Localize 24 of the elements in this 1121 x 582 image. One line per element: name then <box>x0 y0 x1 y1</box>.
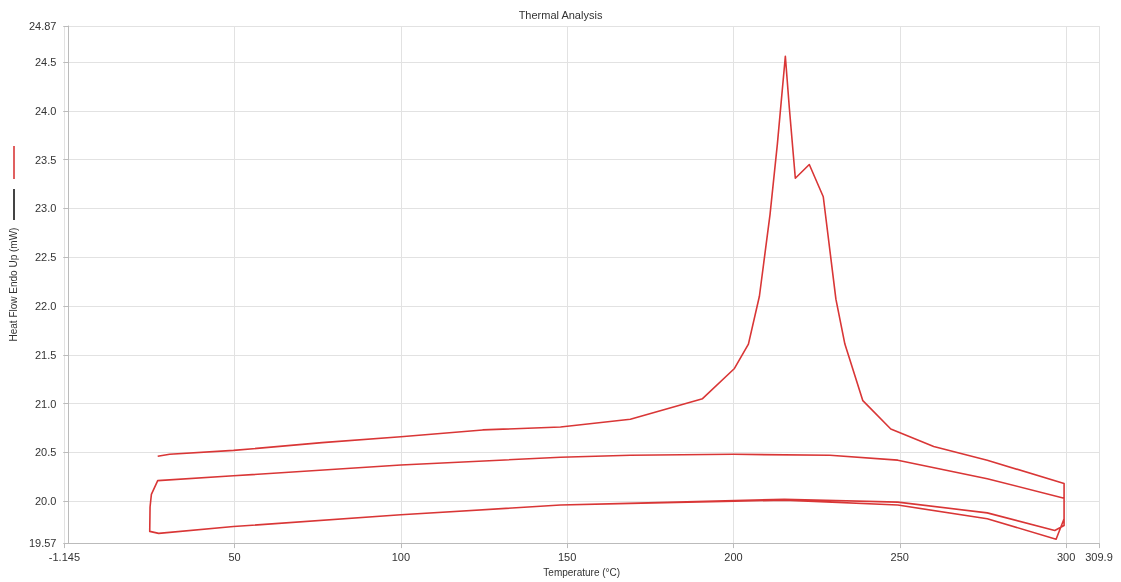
x-tick-label: 200 <box>724 550 743 563</box>
x-tick-label: 309.9 <box>1085 550 1113 563</box>
y-tick-label: 24.5 <box>35 56 57 69</box>
y-tick-label: 20.5 <box>35 446 57 459</box>
y-tick-label: 24.87 <box>28 20 57 32</box>
x-tick-label: 300 <box>1056 550 1076 563</box>
y-tick-label: 23.0 <box>35 202 57 215</box>
y-tick-label: 21.0 <box>35 397 57 410</box>
x-tick-label: 250 <box>890 550 909 563</box>
x-tick-label: 50 <box>228 550 241 563</box>
y-tick-label: 21.5 <box>35 348 57 361</box>
y-axis-title: Heat Flow Endo Up (mW) <box>7 227 19 342</box>
line-series <box>148 55 1065 540</box>
x-tick-label: -1.145 <box>48 550 81 563</box>
y-tick-label: 24.0 <box>35 104 57 117</box>
x-tick-label: 100 <box>391 550 411 563</box>
x-tick-label: 150 <box>557 550 577 563</box>
y-tick-label: 22.5 <box>35 251 57 264</box>
x-axis-title: Temperature (°C) <box>543 566 621 578</box>
y-tick-label: 19.57 <box>28 537 57 550</box>
y-tick-label: 20.0 <box>35 495 57 508</box>
y-tick-label: 22.0 <box>35 300 57 313</box>
y-tick-label: 23.5 <box>35 153 57 166</box>
chart-title: Thermal Analysis <box>518 8 603 21</box>
